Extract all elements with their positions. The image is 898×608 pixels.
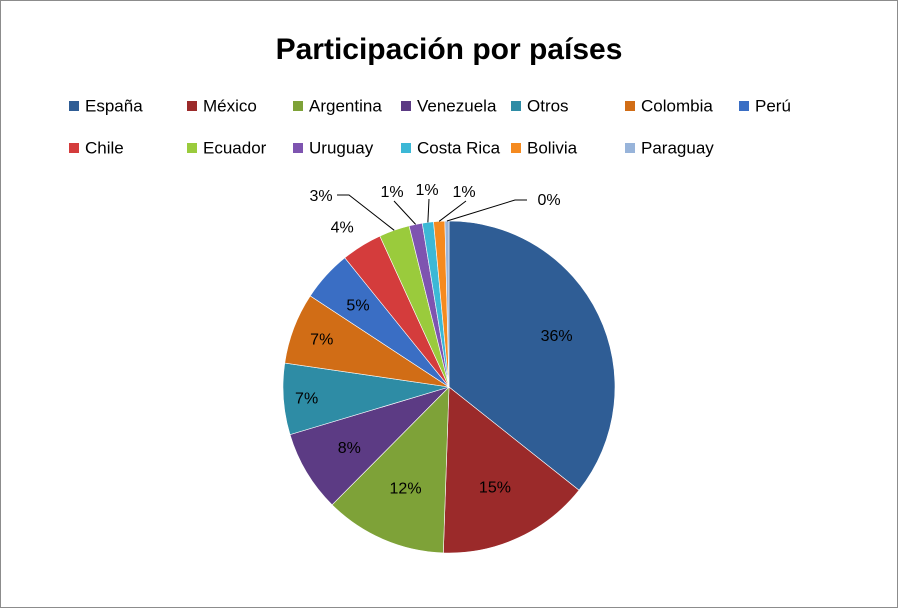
- legend-swatch-espana: [69, 101, 79, 111]
- slice-label-espana: 36%: [541, 328, 573, 345]
- leader-line-uruguay: [393, 200, 417, 225]
- legend-label-colombia: Colombia: [641, 97, 713, 116]
- legend-item-costa-rica: Costa Rica: [401, 139, 501, 158]
- slice-labels: 36% 15% 12% 8% 7% 7% 5% 4% 3% 1% 1% 1% 0%: [295, 182, 573, 498]
- legend-swatch-otros: [511, 101, 521, 111]
- slice-mexico: [443, 386, 580, 554]
- slice-label-otros: 7%: [295, 390, 318, 407]
- leader-line-bolivia: [438, 200, 467, 222]
- leader-line-paraguay: [446, 199, 527, 222]
- legend-label-bolivia: Bolivia: [527, 139, 578, 158]
- legend-item-paraguay: Paraguay: [625, 139, 714, 158]
- legend-label-paraguay: Paraguay: [641, 139, 714, 158]
- legend-item-argentina: Argentina: [293, 97, 382, 116]
- slice-espana: [448, 220, 616, 491]
- legend-swatch-venezuela: [401, 101, 411, 111]
- legend-label-argentina: Argentina: [309, 97, 382, 116]
- legend-label-chile: Chile: [85, 139, 124, 158]
- slice-label-uruguay: 1%: [380, 184, 403, 201]
- legend-item-espana: España: [69, 97, 143, 116]
- legend-swatch-argentina: [293, 101, 303, 111]
- legend-swatch-chile: [69, 143, 79, 153]
- legend-item-venezuela: Venezuela: [401, 97, 497, 116]
- legend-item-chile: Chile: [69, 139, 124, 158]
- slice-label-chile: 4%: [331, 220, 354, 237]
- legend-item-mexico: México: [187, 97, 257, 116]
- leader-line-ecuador: [337, 194, 395, 231]
- legend-label-peru: Perú: [755, 97, 791, 116]
- legend-swatch-ecuador: [187, 143, 197, 153]
- legend-swatch-colombia: [625, 101, 635, 111]
- legend-item-ecuador: Ecuador: [187, 139, 267, 158]
- legend-label-mexico: México: [203, 97, 257, 116]
- legend-item-uruguay: Uruguay: [293, 139, 374, 158]
- leader-line-costa-rica: [427, 198, 430, 223]
- slice-label-mexico: 15%: [479, 479, 511, 496]
- leader-lines: [337, 194, 527, 231]
- legend-swatch-uruguay: [293, 143, 303, 153]
- legend-label-espana: España: [85, 97, 143, 116]
- slice-label-peru: 5%: [346, 298, 369, 315]
- slice-label-bolivia: 1%: [452, 184, 475, 201]
- legend-swatch-bolivia: [511, 143, 521, 153]
- legend-label-uruguay: Uruguay: [309, 139, 374, 158]
- legend-label-costa-rica: Costa Rica: [417, 139, 501, 158]
- slice-label-colombia: 7%: [310, 332, 333, 349]
- legend-swatch-costa-rica: [401, 143, 411, 153]
- legend-item-peru: Perú: [739, 97, 791, 116]
- slice-label-venezuela: 8%: [338, 440, 361, 457]
- slice-label-paraguay: 0%: [537, 192, 560, 209]
- legend-item-colombia: Colombia: [625, 97, 713, 116]
- slice-argentina: [331, 386, 450, 554]
- pie-slices: [282, 220, 616, 554]
- legend-label-ecuador: Ecuador: [203, 139, 267, 158]
- legend-item-otros: Otros: [511, 97, 569, 116]
- legend-swatch-peru: [739, 101, 749, 111]
- legend-swatch-mexico: [187, 101, 197, 111]
- slice-label-argentina: 12%: [390, 481, 422, 498]
- slice-label-ecuador: 3%: [309, 188, 332, 205]
- legend-label-venezuela: Venezuela: [417, 97, 497, 116]
- legend-swatch-paraguay: [625, 143, 635, 153]
- legend-item-bolivia: Bolivia: [511, 139, 578, 158]
- legend-label-otros: Otros: [527, 97, 569, 116]
- slice-label-costa-rica: 1%: [415, 182, 438, 199]
- chart-legend: España México Argentina Venezuela Otros Colom…: [69, 97, 791, 158]
- chart-title: Participación por países: [276, 33, 623, 66]
